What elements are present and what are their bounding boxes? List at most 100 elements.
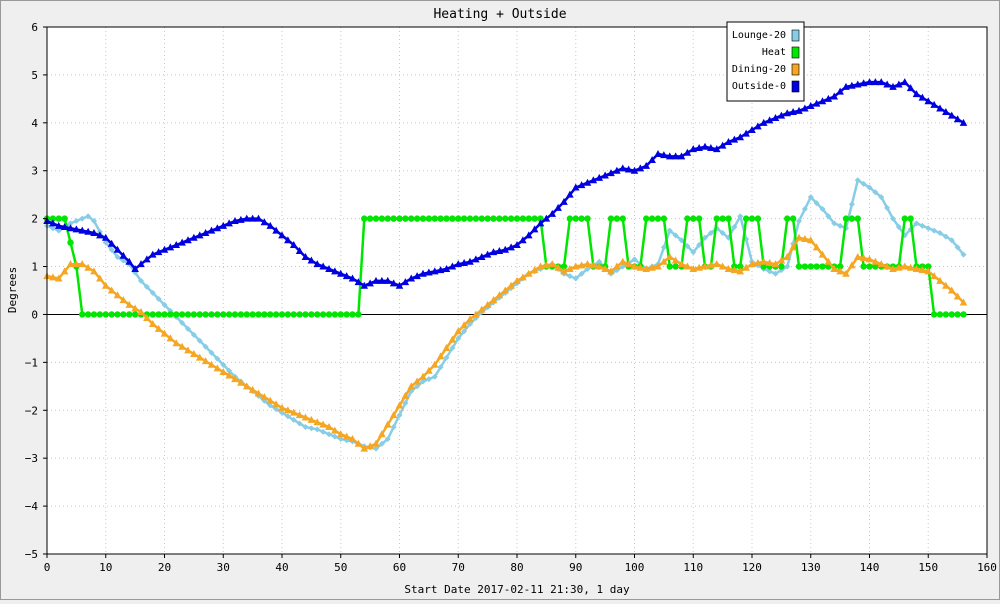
data-point [90, 229, 98, 237]
series-layer [43, 78, 968, 452]
data-point [148, 320, 157, 328]
data-point [595, 173, 604, 181]
data-point [273, 406, 280, 413]
data-point [912, 264, 921, 272]
data-point [49, 273, 57, 281]
data-point [260, 393, 269, 401]
data-point [401, 391, 410, 399]
data-point [942, 281, 950, 289]
data-point [201, 357, 210, 365]
data-point [449, 215, 456, 222]
data-point [425, 366, 433, 374]
data-point [378, 440, 385, 447]
data-point [67, 239, 74, 246]
data-point [948, 237, 955, 244]
data-point [947, 111, 956, 119]
data-point [143, 255, 151, 263]
data-point [60, 223, 69, 231]
data-point [313, 260, 322, 268]
data-point [789, 243, 797, 251]
data-point [801, 104, 809, 112]
data-point [154, 248, 163, 256]
data-point [513, 240, 521, 248]
data-point [648, 263, 656, 271]
data-point [295, 246, 304, 254]
data-point [272, 311, 280, 318]
data-point [331, 426, 339, 434]
data-point [954, 311, 961, 318]
data-point [161, 301, 168, 308]
data-point [801, 206, 808, 213]
data-point [307, 415, 316, 423]
data-point [413, 377, 421, 385]
data-point [895, 263, 903, 271]
data-point [337, 436, 344, 443]
data-point [631, 256, 638, 263]
x-tick-label: 40 [275, 561, 288, 574]
data-point [49, 225, 56, 232]
data-point [255, 311, 262, 318]
data-point [284, 236, 292, 244]
data-point [413, 215, 421, 222]
data-point [489, 248, 498, 256]
y-axis-title: Degrees [6, 267, 19, 313]
data-point [91, 218, 97, 225]
data-point [72, 225, 81, 233]
data-point [278, 231, 286, 239]
data-point [524, 231, 533, 239]
data-point [889, 82, 897, 90]
legend-swatch-heat [791, 46, 800, 59]
data-point [919, 222, 926, 229]
data-point [806, 102, 815, 110]
data-point [689, 145, 698, 153]
data-point [272, 226, 280, 234]
data-point [818, 97, 827, 105]
data-point [536, 219, 545, 227]
data-point [214, 311, 221, 318]
data-point [402, 215, 409, 222]
data-point [672, 232, 679, 239]
data-point [295, 411, 304, 419]
data-point [754, 122, 762, 130]
data-point [648, 215, 656, 222]
data-point [712, 145, 721, 153]
data-point [366, 442, 374, 450]
data-point [337, 311, 344, 318]
data-point [354, 278, 363, 286]
data-point [795, 106, 803, 114]
data-point [96, 274, 104, 282]
data-point [137, 308, 145, 316]
data-point [278, 311, 286, 318]
data-point [437, 364, 444, 371]
y-tick-label: 6 [31, 21, 38, 34]
data-point [60, 267, 69, 275]
data-point [901, 215, 908, 222]
data-point [138, 277, 144, 284]
data-point [577, 181, 586, 189]
data-point [925, 263, 932, 270]
data-point [436, 266, 445, 274]
data-point [448, 335, 457, 343]
data-point [630, 262, 639, 270]
data-point [795, 263, 803, 270]
data-point [472, 255, 480, 263]
data-point [707, 143, 715, 151]
x-tick-label: 130 [801, 561, 821, 574]
data-point [284, 413, 291, 420]
data-point [519, 215, 527, 222]
data-point [125, 257, 134, 265]
data-point [384, 215, 391, 222]
data-point [948, 311, 955, 318]
data-point [190, 331, 197, 338]
data-point [660, 244, 667, 251]
data-point [120, 311, 127, 318]
y-tick-label: −4 [25, 500, 39, 513]
data-point [383, 276, 392, 284]
data-point [161, 311, 168, 318]
data-point [718, 141, 727, 149]
data-point [865, 255, 874, 263]
data-point [308, 311, 315, 318]
data-point [325, 423, 333, 431]
data-point [266, 396, 275, 404]
